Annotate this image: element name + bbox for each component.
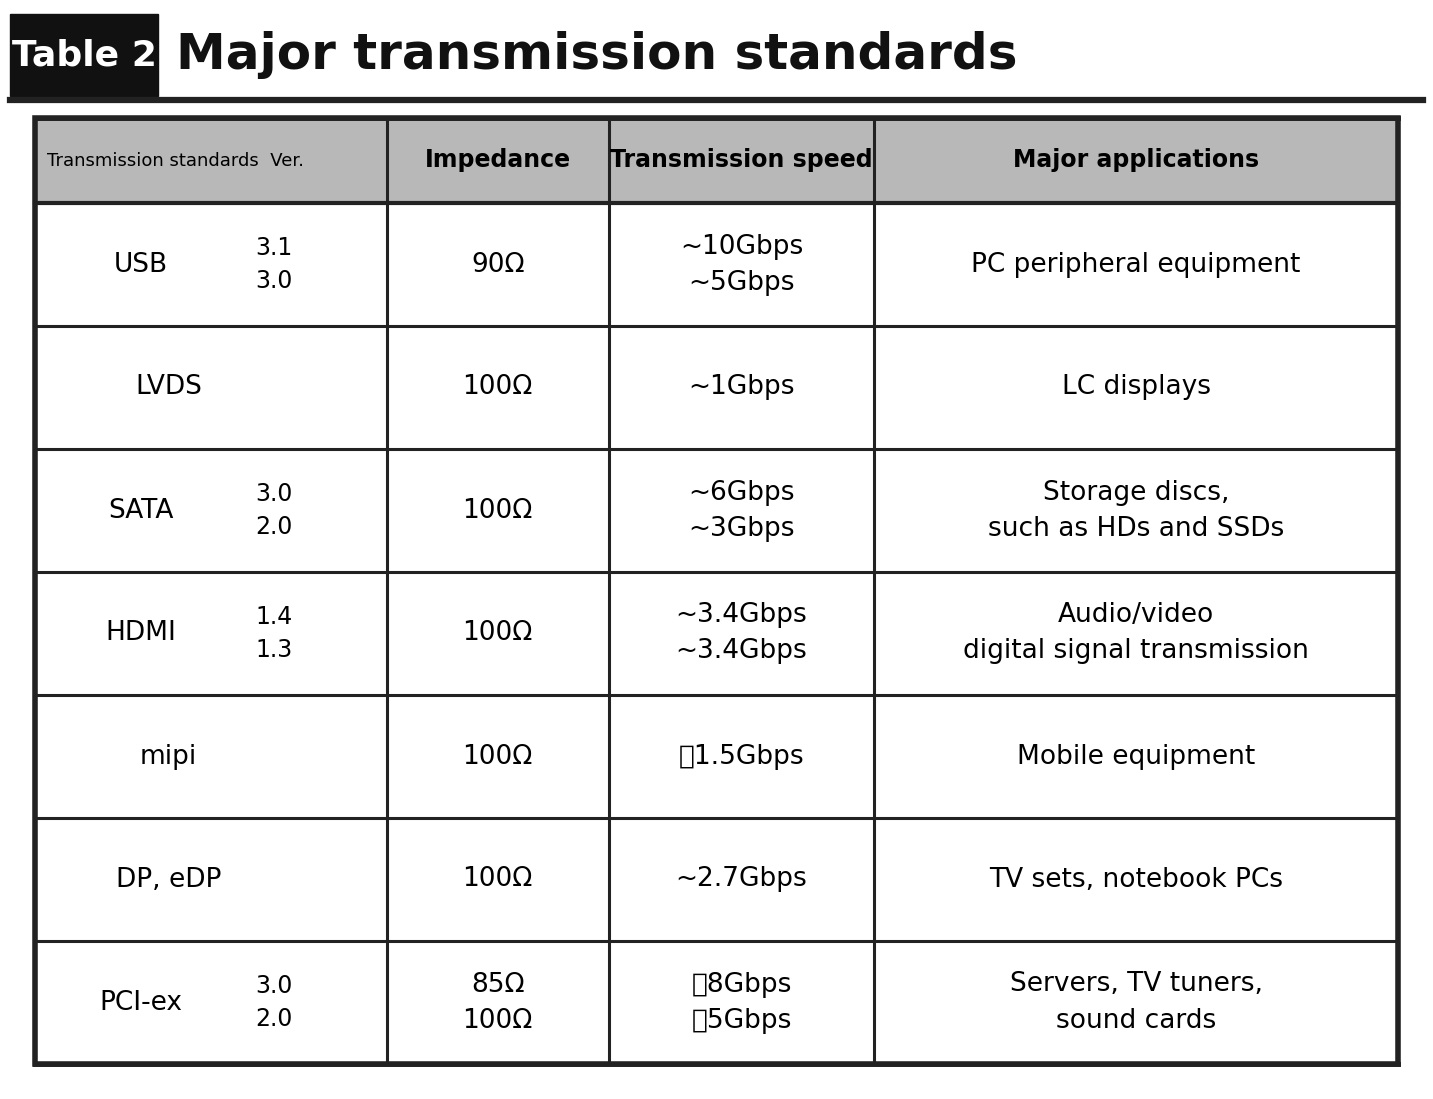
Text: LVDS: LVDS	[135, 375, 202, 400]
Bar	[34, 118, 1399, 1064]
Text: mipi: mipi	[140, 744, 198, 769]
Text: 100Ω: 100Ω	[463, 744, 533, 769]
Text: 3.0
2.0: 3.0 2.0	[255, 481, 292, 540]
Text: DP, eDP: DP, eDP	[116, 866, 221, 892]
Text: Table 2: Table 2	[11, 38, 156, 73]
Text: 3.1
3.0: 3.1 3.0	[255, 236, 292, 293]
Text: HDMI: HDMI	[105, 621, 176, 646]
Text: SATA: SATA	[107, 498, 173, 523]
Bar	[10, 14, 158, 96]
Text: ~6Gbps
~3Gbps: ~6Gbps ~3Gbps	[688, 479, 795, 542]
Text: 3.0
2.0: 3.0 2.0	[255, 974, 292, 1031]
Text: 100Ω: 100Ω	[463, 621, 533, 646]
Text: ~10Gbps
~5Gbps: ~10Gbps ~5Gbps	[681, 233, 804, 296]
Text: LC displays: LC displays	[1062, 375, 1211, 400]
Text: Audio/video
digital signal transmission: Audio/video digital signal transmission	[963, 602, 1310, 665]
Text: Servers, TV tuners,
sound cards: Servers, TV tuners, sound cards	[1010, 972, 1262, 1033]
Text: 100Ω: 100Ω	[463, 866, 533, 892]
Text: ～8Gbps
～5Gbps: ～8Gbps ～5Gbps	[691, 972, 792, 1033]
Text: ~3.4Gbps
~3.4Gbps: ~3.4Gbps ~3.4Gbps	[676, 602, 807, 665]
Text: 85Ω
100Ω: 85Ω 100Ω	[463, 972, 533, 1033]
Text: PCI-ex: PCI-ex	[99, 989, 182, 1015]
Text: USB: USB	[113, 252, 168, 278]
Text: ～1.5Gbps: ～1.5Gbps	[679, 744, 804, 769]
Text: TV sets, notebook PCs: TV sets, notebook PCs	[989, 866, 1283, 892]
Text: ~2.7Gbps: ~2.7Gbps	[676, 866, 807, 892]
Text: Major transmission standards: Major transmission standards	[176, 31, 1017, 79]
Text: ~1Gbps: ~1Gbps	[688, 375, 795, 400]
Text: 90Ω: 90Ω	[471, 252, 524, 278]
Text: Storage discs,
such as HDs and SSDs: Storage discs, such as HDs and SSDs	[987, 479, 1284, 542]
Text: 1.4
1.3: 1.4 1.3	[255, 604, 292, 663]
Text: 100Ω: 100Ω	[463, 498, 533, 523]
Text: Major applications: Major applications	[1013, 148, 1260, 173]
Text: Transmission speed: Transmission speed	[610, 148, 873, 173]
Text: 100Ω: 100Ω	[463, 375, 533, 400]
Text: Transmission standards  Ver.: Transmission standards Ver.	[47, 152, 304, 169]
Text: Impedance: Impedance	[424, 148, 570, 173]
Text: Mobile equipment: Mobile equipment	[1017, 744, 1255, 769]
Bar	[34, 118, 1399, 203]
Text: PC peripheral equipment: PC peripheral equipment	[972, 252, 1301, 278]
